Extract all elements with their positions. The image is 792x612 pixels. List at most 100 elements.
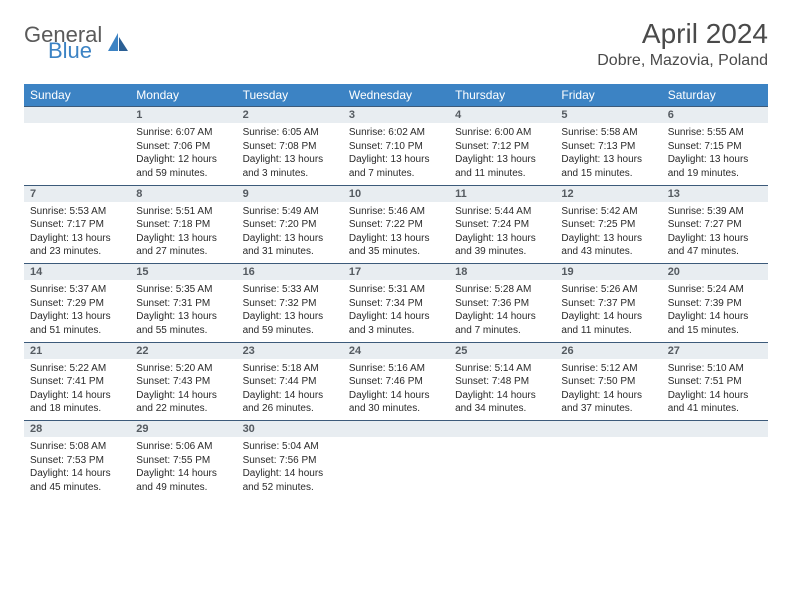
day-number-cell: 23 [237, 342, 343, 359]
sunrise-text: Sunrise: 5:37 AM [30, 283, 124, 297]
day-content-cell: Sunrise: 5:04 AMSunset: 7:56 PMDaylight:… [237, 437, 343, 499]
sunrise-text: Sunrise: 5:20 AM [136, 362, 230, 376]
sunrise-text: Sunrise: 5:44 AM [455, 205, 549, 219]
day-number-row: 21222324252627 [24, 342, 768, 359]
col-wednesday: Wednesday [343, 84, 449, 107]
sunset-text: Sunset: 7:20 PM [243, 218, 337, 232]
day-content-cell: Sunrise: 5:42 AMSunset: 7:25 PMDaylight:… [555, 202, 661, 264]
day-number-cell: 20 [662, 264, 768, 281]
day-number-cell: 30 [237, 421, 343, 438]
daylight-text: Daylight: 13 hours and 11 minutes. [455, 153, 549, 180]
sunrise-text: Sunrise: 5:08 AM [30, 440, 124, 454]
sunrise-text: Sunrise: 5:24 AM [668, 283, 762, 297]
daylight-text: Daylight: 14 hours and 52 minutes. [243, 467, 337, 494]
sunrise-text: Sunrise: 5:51 AM [136, 205, 230, 219]
day-content-cell: Sunrise: 5:44 AMSunset: 7:24 PMDaylight:… [449, 202, 555, 264]
day-content-row: Sunrise: 6:07 AMSunset: 7:06 PMDaylight:… [24, 123, 768, 185]
daylight-text: Daylight: 14 hours and 15 minutes. [668, 310, 762, 337]
daylight-text: Daylight: 13 hours and 31 minutes. [243, 232, 337, 259]
day-number-cell: 14 [24, 264, 130, 281]
sunset-text: Sunset: 7:37 PM [561, 297, 655, 311]
day-content-cell: Sunrise: 5:31 AMSunset: 7:34 PMDaylight:… [343, 280, 449, 342]
location-label: Dobre, Mazovia, Poland [597, 52, 768, 70]
sunset-text: Sunset: 7:43 PM [136, 375, 230, 389]
day-content-cell [343, 437, 449, 499]
sunset-text: Sunset: 7:22 PM [349, 218, 443, 232]
day-number-cell [555, 421, 661, 438]
sunset-text: Sunset: 7:15 PM [668, 140, 762, 154]
sunset-text: Sunset: 7:34 PM [349, 297, 443, 311]
day-number-cell: 15 [130, 264, 236, 281]
title-block: April 2024 Dobre, Mazovia, Poland [597, 18, 768, 70]
sunrise-text: Sunrise: 5:35 AM [136, 283, 230, 297]
sunset-text: Sunset: 7:27 PM [668, 218, 762, 232]
daylight-text: Daylight: 14 hours and 18 minutes. [30, 389, 124, 416]
day-content-row: Sunrise: 5:37 AMSunset: 7:29 PM Daylight:… [24, 280, 768, 342]
daylight-text: Daylight: 14 hours and 22 minutes. [136, 389, 230, 416]
sunset-text: Sunset: 7:55 PM [136, 454, 230, 468]
daylight-text: Daylight: 13 hours and 35 minutes. [349, 232, 443, 259]
sunrise-text: Sunrise: 5:39 AM [668, 205, 762, 219]
day-number-row: 123456 [24, 107, 768, 124]
col-monday: Monday [130, 84, 236, 107]
day-number-cell: 24 [343, 342, 449, 359]
daylight-text: Daylight: 14 hours and 30 minutes. [349, 389, 443, 416]
sunrise-text: Sunrise: 5:46 AM [349, 205, 443, 219]
daylight-text: Daylight: 14 hours and 26 minutes. [243, 389, 337, 416]
logo-text-blue: Blue [48, 40, 102, 62]
sunrise-text: Sunrise: 5:58 AM [561, 126, 655, 140]
daylight-text: Daylight: 13 hours and 59 minutes. [243, 310, 337, 337]
sunrise-text: Sunrise: 5:55 AM [668, 126, 762, 140]
day-number-cell: 10 [343, 185, 449, 202]
sunset-text: Sunset: 7:44 PM [243, 375, 337, 389]
day-content-cell [24, 123, 130, 185]
day-content-cell: Sunrise: 6:02 AMSunset: 7:10 PMDaylight:… [343, 123, 449, 185]
day-content-cell: Sunrise: 5:06 AMSunset: 7:55 PMDaylight:… [130, 437, 236, 499]
day-number-cell: 6 [662, 107, 768, 124]
day-content-cell: Sunrise: 5:18 AMSunset: 7:44 PMDaylight:… [237, 359, 343, 421]
day-content-row: Sunrise: 5:08 AMSunset: 7:53 PMDaylight:… [24, 437, 768, 499]
day-number-cell [662, 421, 768, 438]
sunset-text: Sunset: 7:12 PM [455, 140, 549, 154]
day-content-cell [555, 437, 661, 499]
day-number-cell: 13 [662, 185, 768, 202]
day-number-row: 14151617181920 [24, 264, 768, 281]
day-number-cell: 27 [662, 342, 768, 359]
daylight-text: Daylight: 13 hours and 55 minutes. [136, 310, 230, 337]
day-number-cell: 5 [555, 107, 661, 124]
daylight-text: Daylight: 14 hours and 41 minutes. [668, 389, 762, 416]
daylight-text: Daylight: 13 hours and 19 minutes. [668, 153, 762, 180]
day-content-cell: Sunrise: 5:55 AMSunset: 7:15 PMDaylight:… [662, 123, 768, 185]
day-content-cell: Sunrise: 5:49 AMSunset: 7:20 PMDaylight:… [237, 202, 343, 264]
day-number-cell: 17 [343, 264, 449, 281]
day-content-cell: Sunrise: 5:53 AMSunset: 7:17 PMDaylight:… [24, 202, 130, 264]
daylight-text: Daylight: 12 hours and 59 minutes. [136, 153, 230, 180]
day-number-cell: 12 [555, 185, 661, 202]
sunrise-text: Sunrise: 6:00 AM [455, 126, 549, 140]
sail-icon [106, 31, 130, 58]
day-number-cell [343, 421, 449, 438]
day-content-cell: Sunrise: 5:24 AMSunset: 7:39 PMDaylight:… [662, 280, 768, 342]
sunrise-text: Sunrise: 5:49 AM [243, 205, 337, 219]
page-title: April 2024 [597, 18, 768, 50]
header: General Blue April 2024 Dobre, Mazovia, … [0, 0, 792, 78]
sunset-text: Sunset: 7:29 PM [30, 297, 124, 311]
daylight-text: Daylight: 13 hours and 3 minutes. [243, 153, 337, 180]
sunrise-text: Sunrise: 5:22 AM [30, 362, 124, 376]
day-content-cell: Sunrise: 5:37 AMSunset: 7:29 PMDaylight:… [24, 280, 130, 342]
daylight-text: Daylight: 13 hours and 43 minutes. [561, 232, 655, 259]
day-number-cell [24, 107, 130, 124]
day-number-cell: 16 [237, 264, 343, 281]
sunrise-text: Sunrise: 5:28 AM [455, 283, 549, 297]
day-number-cell: 19 [555, 264, 661, 281]
col-saturday: Saturday [662, 84, 768, 107]
logo-text-wrap: General Blue [24, 24, 102, 62]
sunrise-text: Sunrise: 5:26 AM [561, 283, 655, 297]
day-number-cell: 3 [343, 107, 449, 124]
day-content-cell [662, 437, 768, 499]
sunrise-text: Sunrise: 5:16 AM [349, 362, 443, 376]
day-number-cell: 25 [449, 342, 555, 359]
daylight-text: Daylight: 14 hours and 49 minutes. [136, 467, 230, 494]
day-number-cell: 9 [237, 185, 343, 202]
daylight-text: Daylight: 14 hours and 3 minutes. [349, 310, 443, 337]
